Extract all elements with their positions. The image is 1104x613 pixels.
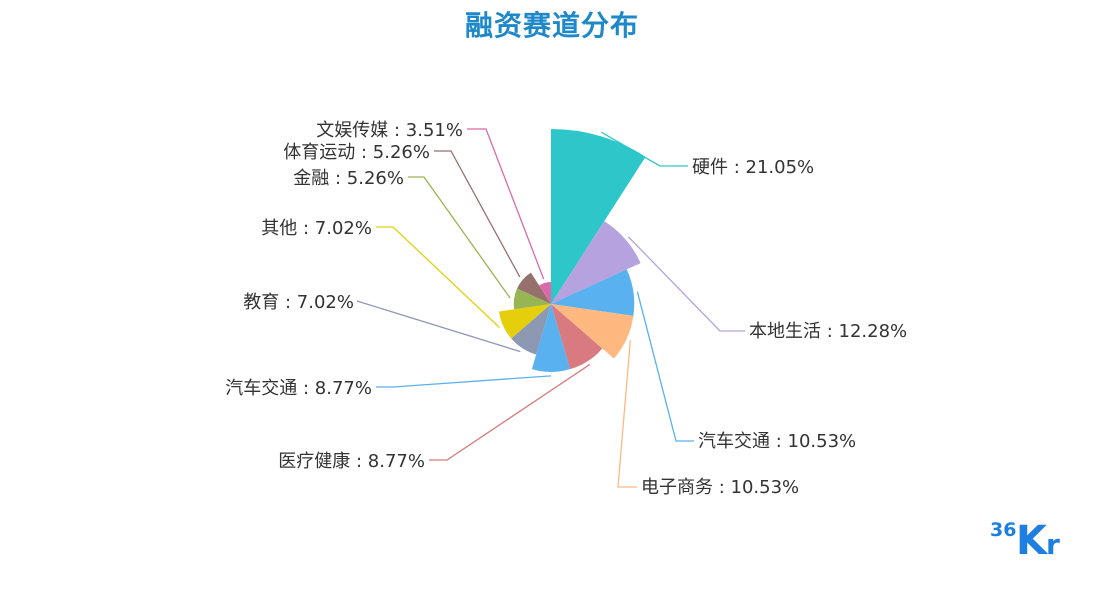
slice-label: 医疗健康 : 8.77% [278,451,425,472]
slice-label: 本地生活 : 12.28% [749,321,907,342]
pie-slice [517,272,551,304]
pie-slice [511,304,551,355]
pie-slice [551,129,646,304]
svg-text:K: K [1016,518,1049,558]
pie-slice [498,304,551,339]
chart-title: 融资赛道分布 [464,9,639,42]
slice-label: 金融 : 5.26% [293,168,404,189]
36kr-logo-icon: 36 K r [990,518,1060,558]
label-leader-line [601,131,688,167]
slice-label: 电子商务 : 10.53% [641,477,799,498]
slice-label: 汽车交通 : 8.77% [225,378,372,399]
label-leader-line [356,300,521,353]
label-leader-line [467,128,545,280]
slice-label: 其他 : 7.02% [261,218,372,239]
label-leader-line [376,375,552,388]
slice-label: 教育 : 7.02% [243,292,354,313]
pie-slice [551,269,635,316]
pie-slice [551,304,603,370]
slice-label: 硬件 : 21.05% [692,157,814,178]
pie-slice [539,282,551,304]
label-leader-line [434,150,521,278]
slice-label: 汽车交通 : 10.53% [698,431,856,452]
label-leader-line [636,291,694,442]
pie-slice [513,288,551,310]
label-leader-line [376,226,500,328]
label-leader-line [429,363,591,461]
label-leader-line [408,176,511,299]
svg-text:36: 36 [990,519,1016,541]
slice-label: 文娱传媒 : 3.51% [316,120,463,141]
svg-text:r: r [1046,528,1060,558]
pie-slice [551,304,634,359]
slice-label: 体育运动 : 5.26% [283,142,430,163]
label-leader-line [627,236,745,332]
pie-slice [531,304,571,372]
label-leader-line [617,340,637,488]
pie-slice [551,221,641,304]
